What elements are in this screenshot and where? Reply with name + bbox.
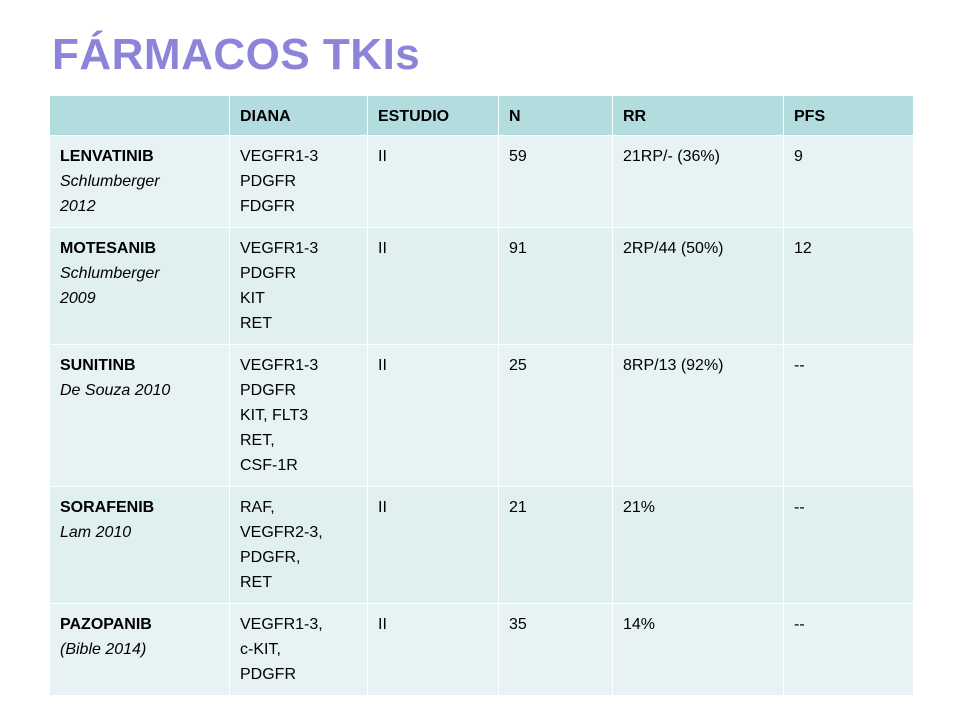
drug-reference: Schlumberger bbox=[60, 265, 160, 282]
header-cell-pfs: PFS bbox=[783, 95, 914, 136]
table-row: PAZOPANIB (Bible 2014) VEGFR1-3, c-KIT, … bbox=[49, 603, 914, 696]
drug-reference: Schlumberger bbox=[60, 173, 160, 190]
drug-reference: Lam 2010 bbox=[60, 524, 132, 541]
target-item: PDGFR, bbox=[240, 549, 301, 566]
rr-cell: 21% bbox=[612, 486, 784, 604]
drug-reference: (Bible 2014) bbox=[60, 641, 147, 658]
header-cell-estudio: ESTUDIO bbox=[367, 95, 499, 136]
drug-cell: SORAFENIB Lam 2010 bbox=[49, 486, 230, 604]
drug-reference: 2012 bbox=[60, 198, 96, 215]
rr-cell: 2RP/44 (50%) bbox=[612, 227, 784, 345]
drug-cell: PAZOPANIB (Bible 2014) bbox=[49, 603, 230, 696]
table-row: SORAFENIB Lam 2010 RAF, VEGFR2-3, PDGFR,… bbox=[49, 486, 914, 604]
diana-cell: VEGFR1-3 PDGFR KIT, FLT3 RET, CSF-1R bbox=[229, 344, 368, 487]
target-item: PDGFR bbox=[240, 265, 296, 282]
estudio-cell: II bbox=[367, 227, 499, 345]
drug-name: PAZOPANIB bbox=[60, 616, 152, 633]
target-item: RET bbox=[240, 315, 272, 332]
header-cell-diana: DIANA bbox=[229, 95, 368, 136]
drug-name: SUNITINB bbox=[60, 357, 136, 374]
drug-name: SORAFENIB bbox=[60, 499, 155, 516]
drug-cell: MOTESANIB Schlumberger 2009 bbox=[49, 227, 230, 345]
table-row: MOTESANIB Schlumberger 2009 VEGFR1-3 PDG… bbox=[49, 227, 914, 345]
drug-cell: LENVATINIB Schlumberger 2012 bbox=[49, 135, 230, 228]
diana-cell: RAF, VEGFR2-3, PDGFR, RET bbox=[229, 486, 368, 604]
table-row: LENVATINIB Schlumberger 2012 VEGFR1-3 PD… bbox=[49, 135, 914, 228]
drug-reference: 2009 bbox=[60, 290, 96, 307]
n-cell: 25 bbox=[498, 344, 613, 487]
target-item: VEGFR2-3, bbox=[240, 524, 323, 541]
rr-cell: 21RP/- (36%) bbox=[612, 135, 784, 228]
slide-title: FÁRMACOS TKIs bbox=[52, 30, 421, 79]
n-cell: 35 bbox=[498, 603, 613, 696]
header-cell-n: N bbox=[498, 95, 613, 136]
table-row: SUNITINB De Souza 2010 VEGFR1-3 PDGFR KI… bbox=[49, 344, 914, 487]
target-item: PDGFR bbox=[240, 666, 296, 683]
target-item: c-KIT, bbox=[240, 641, 281, 658]
drug-name: MOTESANIB bbox=[60, 240, 156, 257]
pfs-cell: -- bbox=[783, 603, 914, 696]
pfs-cell: 12 bbox=[783, 227, 914, 345]
drug-name: LENVATINIB bbox=[60, 148, 154, 165]
target-item: CSF-1R bbox=[240, 457, 298, 474]
estudio-cell: II bbox=[367, 486, 499, 604]
target-item: PDGFR bbox=[240, 173, 296, 190]
estudio-cell: II bbox=[367, 135, 499, 228]
header-cell-drug bbox=[49, 95, 230, 136]
rr-cell: 14% bbox=[612, 603, 784, 696]
diana-cell: VEGFR1-3, c-KIT, PDGFR bbox=[229, 603, 368, 696]
target-item: FDGFR bbox=[240, 198, 296, 215]
diana-cell: VEGFR1-3 PDGFR FDGFR bbox=[229, 135, 368, 228]
n-cell: 21 bbox=[498, 486, 613, 604]
target-item: VEGFR1-3, bbox=[240, 616, 323, 633]
table-header-row: DIANA ESTUDIO N RR PFS bbox=[49, 95, 914, 136]
diana-cell: VEGFR1-3 PDGFR KIT RET bbox=[229, 227, 368, 345]
target-item: VEGFR1-3 bbox=[240, 148, 319, 165]
target-item: RAF, bbox=[240, 499, 275, 516]
target-item: RET, bbox=[240, 432, 275, 449]
target-item: KIT bbox=[240, 290, 265, 307]
target-item: RET bbox=[240, 574, 272, 591]
target-item: VEGFR1-3 bbox=[240, 357, 319, 374]
drug-reference: De Souza 2010 bbox=[60, 382, 171, 399]
n-cell: 59 bbox=[498, 135, 613, 228]
target-item: PDGFR bbox=[240, 382, 296, 399]
estudio-cell: II bbox=[367, 344, 499, 487]
header-cell-rr: RR bbox=[612, 95, 784, 136]
estudio-cell: II bbox=[367, 603, 499, 696]
target-item: KIT, FLT3 bbox=[240, 407, 309, 424]
drug-cell: SUNITINB De Souza 2010 bbox=[49, 344, 230, 487]
target-item: VEGFR1-3 bbox=[240, 240, 319, 257]
tki-drugs-table: DIANA ESTUDIO N RR PFS LENVATINIB Schlum… bbox=[49, 95, 914, 696]
pfs-cell: -- bbox=[783, 344, 914, 487]
n-cell: 91 bbox=[498, 227, 613, 345]
pfs-cell: -- bbox=[783, 486, 914, 604]
pfs-cell: 9 bbox=[783, 135, 914, 228]
rr-cell: 8RP/13 (92%) bbox=[612, 344, 784, 487]
